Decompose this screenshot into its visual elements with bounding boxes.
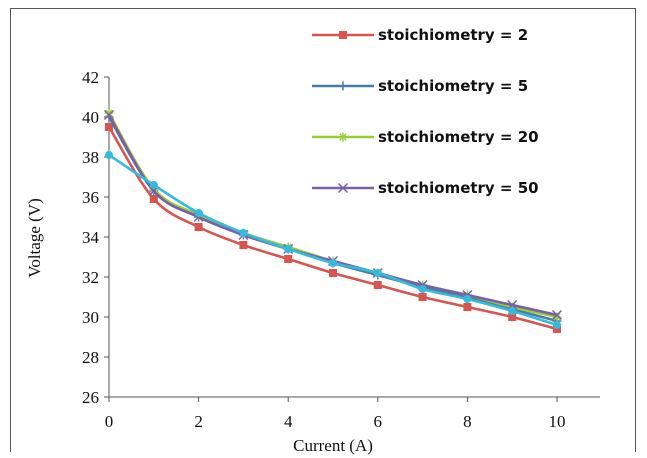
data-point-asterisk: [552, 312, 562, 322]
data-point-x: [551, 309, 563, 321]
y-tick-label: 42: [82, 68, 99, 87]
series-line: [107, 116, 558, 323]
data-point-square: [508, 313, 517, 321]
data-point-circle: [194, 209, 203, 217]
data-point-x: [507, 299, 518, 311]
data-point-square: [329, 269, 337, 277]
legend: stoichiometry = 2 stoichiometry = 5 stoich…: [312, 26, 539, 197]
data-point-square: [463, 303, 472, 311]
legend-item: stoichiometry = 50: [312, 179, 539, 197]
x-tick-label: 2: [194, 412, 203, 431]
x-tick-label: 8: [463, 412, 472, 431]
data-point-circle: [418, 285, 427, 293]
data-point-square: [149, 195, 158, 203]
data-point-circle: [149, 181, 158, 189]
chart-frame: [10, 8, 636, 452]
data-point-circle: [508, 307, 517, 315]
x-tick-label: 10: [549, 412, 566, 431]
data-point-plus: [338, 81, 348, 91]
series-line-group: [105, 151, 561, 329]
y-tick-label: 40: [82, 108, 99, 127]
data-point-x: [103, 109, 115, 121]
series-layer: [103, 108, 563, 333]
chart-axes: 26 28 30 32 34 36 38 40 42 0 2 4 6 8 10: [82, 68, 600, 431]
legend-label: stoichiometry = 20: [378, 128, 539, 146]
series-line-group: [105, 123, 561, 333]
data-point-square: [105, 123, 113, 131]
data-point-asterisk: [104, 108, 114, 118]
x-axis-title: Current (A): [293, 436, 373, 455]
data-point-circle: [239, 229, 248, 237]
legend-item: stoichiometry = 2: [312, 26, 528, 44]
x-tick-label: 6: [374, 412, 383, 431]
data-point-square: [239, 241, 248, 249]
data-point-circle: [105, 151, 113, 159]
data-point-circle: [553, 321, 561, 329]
y-tick-label: 34: [82, 228, 100, 247]
legend-item: stoichiometry = 5: [312, 77, 528, 95]
y-tick-label: 32: [82, 268, 99, 287]
legend-label: stoichiometry = 2: [378, 26, 528, 44]
legend-item: stoichiometry = 20: [312, 128, 539, 146]
y-axis-title: Voltage (V): [25, 198, 44, 277]
data-point-circle: [329, 259, 337, 267]
y-tick-label: 36: [82, 188, 99, 207]
data-point-circle: [373, 269, 382, 277]
data-point-circle: [463, 295, 472, 303]
legend-label: stoichiometry = 50: [378, 179, 539, 197]
x-tick-label: 0: [105, 412, 114, 431]
data-point-square: [339, 31, 347, 39]
data-point-circle: [284, 245, 293, 253]
data-point-square: [284, 255, 293, 263]
y-tick-label: 28: [82, 348, 99, 367]
legend-label: stoichiometry = 5: [378, 77, 528, 95]
data-point-square: [194, 223, 203, 231]
data-point-square: [373, 281, 382, 289]
y-tick-label: 30: [82, 308, 99, 327]
data-point-square: [418, 293, 427, 301]
y-tick-label: 38: [82, 148, 99, 167]
data-point-x: [337, 182, 349, 194]
data-point-asterisk: [338, 132, 348, 142]
x-tick-label: 4: [284, 412, 293, 431]
y-tick-label: 26: [82, 388, 99, 407]
